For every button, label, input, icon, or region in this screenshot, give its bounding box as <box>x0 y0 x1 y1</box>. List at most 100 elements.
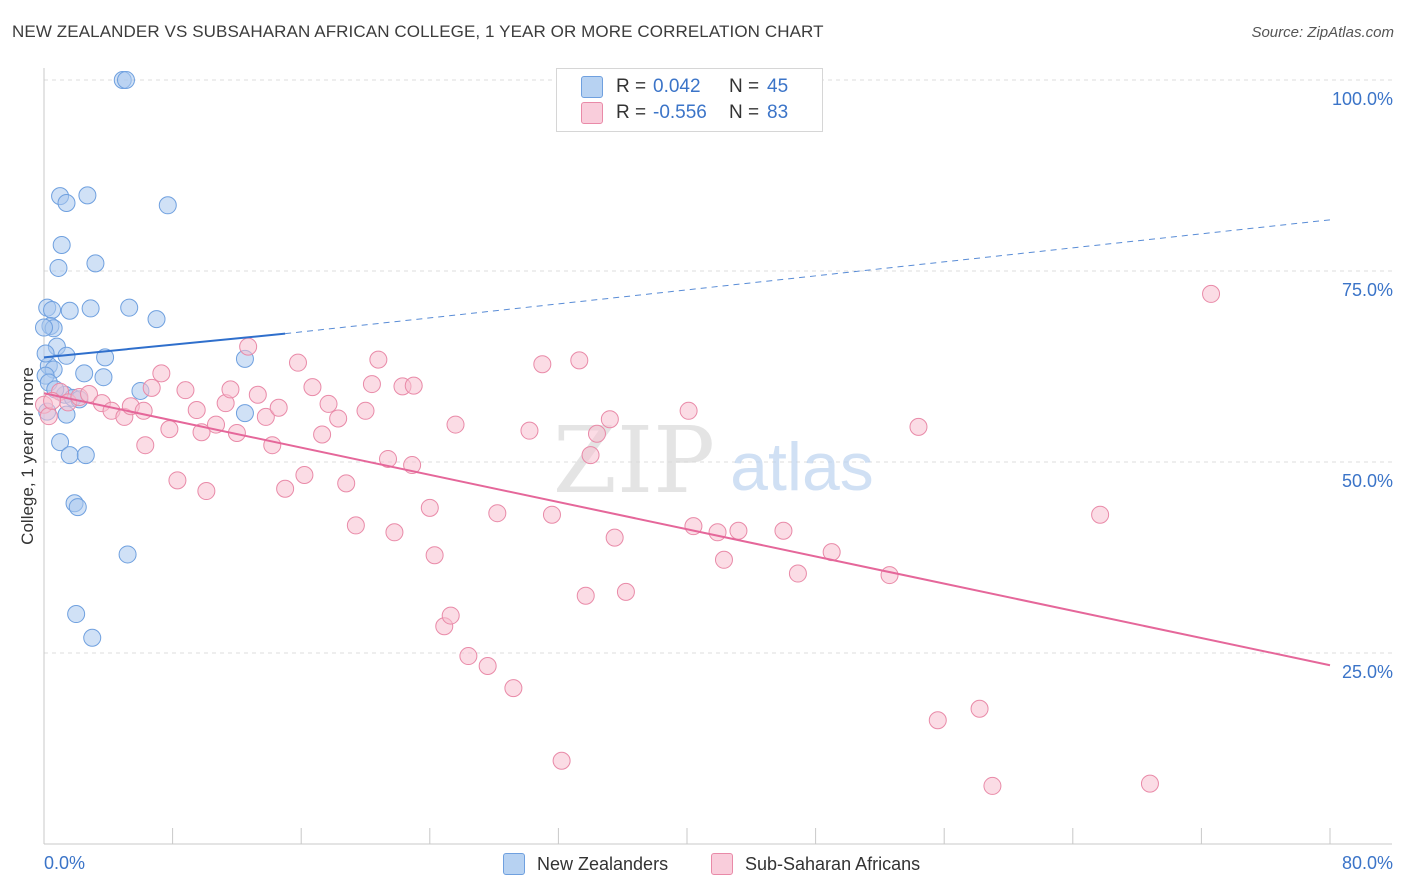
data-point <box>197 482 216 501</box>
watermark-atlas: atlas <box>730 429 874 505</box>
data-point <box>49 258 68 277</box>
gridlines <box>44 79 1392 654</box>
bottom-legend-sub-saharan-africans: Sub-Saharan Africans <box>711 852 920 876</box>
legend-r-value: 0.042 <box>653 76 701 97</box>
trend-line <box>43 392 1331 667</box>
data-point <box>67 605 86 624</box>
data-point <box>51 433 70 452</box>
data-point <box>239 337 258 356</box>
y-tick-label: 50.0% <box>1342 471 1393 491</box>
y-axis-label: College, 1 year or more <box>18 367 37 545</box>
data-point <box>147 310 166 329</box>
data-point <box>52 236 71 255</box>
data-point <box>909 417 928 436</box>
data-point <box>346 516 365 535</box>
data-point <box>587 424 606 443</box>
data-point <box>39 407 58 426</box>
data-point <box>94 368 113 387</box>
data-point <box>81 299 100 318</box>
data-point <box>552 751 571 770</box>
data-point <box>379 449 398 468</box>
data-point <box>616 582 635 601</box>
bottom-legend-label: New Zealanders <box>537 853 669 874</box>
legend-swatch-pink <box>581 102 603 124</box>
data-point <box>319 394 338 413</box>
data-point <box>581 446 600 465</box>
data-point <box>605 528 624 547</box>
data-point <box>1091 505 1110 524</box>
legend-n-value: 83 <box>767 102 789 123</box>
bottom-legend-new-zealanders: New Zealanders <box>503 852 668 876</box>
data-point <box>142 378 161 397</box>
data-point <box>928 711 947 730</box>
bottom-legend-label: Sub-Saharan Africans <box>745 853 921 874</box>
data-point <box>1140 774 1159 793</box>
data-point <box>86 254 105 273</box>
data-point <box>235 404 254 423</box>
data-point <box>478 656 497 675</box>
data-point <box>576 586 595 605</box>
bottom-legend-swatch-blue <box>503 853 525 875</box>
data-point <box>425 546 444 565</box>
data-point <box>68 498 87 517</box>
x-tick-label: 80.0% <box>1342 853 1393 873</box>
data-point <box>160 420 179 439</box>
watermark-zip: ZIP <box>553 407 715 514</box>
series-sub-saharan-africans <box>35 284 1221 795</box>
data-point <box>187 401 206 420</box>
trend-lines <box>43 219 1331 667</box>
chart-title: NEW ZEALANDER VS SUBSAHARAN AFRICAN COLL… <box>12 22 824 41</box>
data-point <box>78 186 97 205</box>
axes <box>43 68 1392 845</box>
legend-n-label: N = <box>729 76 760 97</box>
data-point <box>256 407 275 426</box>
data-point <box>880 566 899 585</box>
data-point <box>136 436 155 455</box>
legend-row-sub-saharan-africans: R = -0.556 N = 83 <box>581 101 788 125</box>
legend-r-label: R = <box>616 102 647 123</box>
y-tick-label: 75.0% <box>1342 280 1393 300</box>
data-point <box>120 298 139 317</box>
data-point <box>570 351 589 370</box>
trend-line <box>43 332 286 359</box>
data-point <box>36 344 55 363</box>
data-point <box>774 521 793 540</box>
legend-row-new-zealanders: R = 0.042 N = 45 <box>581 75 788 99</box>
data-point <box>788 564 807 583</box>
data-point <box>404 376 423 395</box>
data-point <box>248 385 267 404</box>
data-point <box>533 355 552 374</box>
data-point <box>542 505 561 524</box>
data-point <box>459 647 478 666</box>
bottom-legend-swatch-pink <box>711 853 733 875</box>
data-point <box>1202 284 1221 303</box>
data-point <box>288 353 307 372</box>
tick-labels: 25.0% 50.0% 75.0% 100.0% 0.0% 80.0% <box>44 89 1393 873</box>
data-point <box>60 301 79 320</box>
data-point <box>329 409 348 428</box>
data-point <box>43 300 62 319</box>
data-point <box>35 318 53 337</box>
data-point <box>168 471 187 490</box>
legend-r-value: -0.556 <box>653 102 707 123</box>
stats-legend: R = 0.042 N = 45 R = -0.556 N = 83 <box>556 68 823 132</box>
data-point <box>158 196 177 215</box>
data-point <box>57 194 76 213</box>
y-tick-label: 100.0% <box>1332 89 1393 109</box>
data-point <box>176 381 195 400</box>
data-point <box>504 679 523 698</box>
data-point <box>356 401 375 420</box>
data-point <box>152 364 171 383</box>
source-label: Source: ZipAtlas.com <box>1251 24 1394 41</box>
data-point <box>83 628 102 647</box>
data-point <box>60 446 79 465</box>
data-point <box>729 521 748 540</box>
data-point <box>362 375 381 394</box>
data-point <box>446 415 465 434</box>
data-point <box>441 606 460 625</box>
x-tick-label: 0.0% <box>44 853 85 873</box>
data-point <box>116 71 135 89</box>
data-point <box>313 425 332 444</box>
data-point <box>269 398 288 417</box>
